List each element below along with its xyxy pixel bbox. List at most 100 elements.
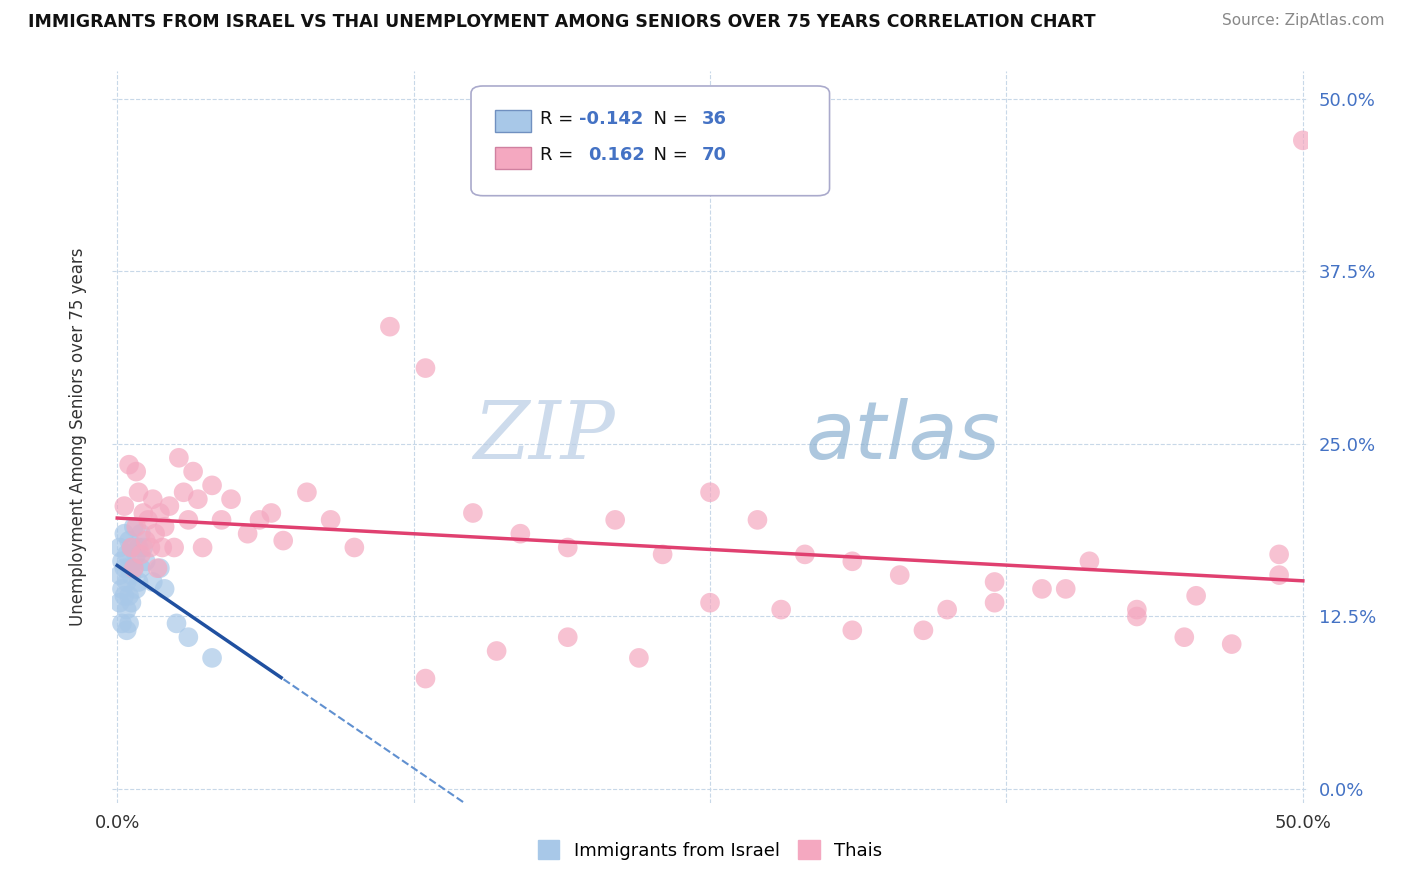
Point [108,568,131,582]
Text: N =: N = [643,110,693,128]
Point [187,492,209,507]
Point [378,319,401,334]
Point [112,499,135,513]
Point [1054,582,1077,596]
Point [912,624,935,638]
Point [122,520,145,534]
Point [118,589,141,603]
Point [132,506,155,520]
Point [146,561,169,575]
Point [136,513,159,527]
Point [770,602,793,616]
Point [135,533,157,548]
Point [983,596,1005,610]
Point [699,485,721,500]
FancyBboxPatch shape [495,110,531,132]
Point [118,561,141,575]
Point [139,541,162,555]
Point [167,450,190,465]
Text: ZIP: ZIP [472,399,614,475]
Point [112,589,135,603]
Point [108,541,131,555]
Point [153,520,176,534]
Point [115,574,138,589]
Point [125,520,148,534]
FancyBboxPatch shape [471,86,830,195]
Point [149,506,172,520]
Point [747,513,769,527]
Point [889,568,911,582]
Point [125,548,148,562]
Legend: Immigrants from Israel, Thais: Immigrants from Israel, Thais [538,840,882,860]
Point [651,548,673,562]
Point [415,361,437,376]
Point [163,541,186,555]
Point [132,541,155,555]
Point [983,574,1005,589]
Text: 0.162: 0.162 [588,146,645,164]
Point [295,485,318,500]
Text: N =: N = [643,146,693,164]
Point [135,554,157,568]
Point [120,541,142,555]
Point [1220,637,1243,651]
Point [125,465,148,479]
Point [211,513,233,527]
Text: IMMIGRANTS FROM ISRAEL VS THAI UNEMPLOYMENT AMONG SENIORS OVER 75 YEARS CORRELAT: IMMIGRANTS FROM ISRAEL VS THAI UNEMPLOYM… [28,13,1095,31]
Point [157,499,180,513]
Point [1268,548,1291,562]
Point [115,624,138,638]
Point [128,541,150,555]
Point [627,651,650,665]
Point [1031,582,1053,596]
Point [122,561,145,575]
Point [120,541,142,555]
Point [249,513,271,527]
Point [153,582,176,596]
Point [166,616,188,631]
Text: 36: 36 [702,110,727,128]
Point [415,672,437,686]
Text: atlas: atlas [806,398,1001,476]
Point [143,526,166,541]
Point [118,458,141,472]
Text: R =: R = [540,110,579,128]
Point [319,513,342,527]
Point [142,574,165,589]
Point [112,526,135,541]
Point [111,582,134,596]
Point [125,582,148,596]
Point [557,541,579,555]
Point [142,492,165,507]
Point [461,506,484,520]
Point [150,541,173,555]
Point [1173,630,1195,644]
Point [111,616,134,631]
Point [149,561,172,575]
Point [120,596,142,610]
Point [201,651,224,665]
Point [605,513,627,527]
Point [936,602,959,616]
Point [129,561,152,575]
Point [112,561,135,575]
Point [173,485,195,500]
Point [129,548,152,562]
Point [793,548,815,562]
Point [128,574,150,589]
Point [1268,568,1291,582]
Point [271,533,294,548]
Point [120,568,142,582]
Text: 70: 70 [702,146,727,164]
Point [509,526,531,541]
Point [1126,602,1149,616]
Text: Source: ZipAtlas.com: Source: ZipAtlas.com [1222,13,1385,29]
Point [260,506,283,520]
Point [118,616,141,631]
Text: R =: R = [540,146,585,164]
Point [343,541,366,555]
Point [841,554,863,568]
Point [1126,609,1149,624]
Point [191,541,214,555]
FancyBboxPatch shape [495,146,531,169]
